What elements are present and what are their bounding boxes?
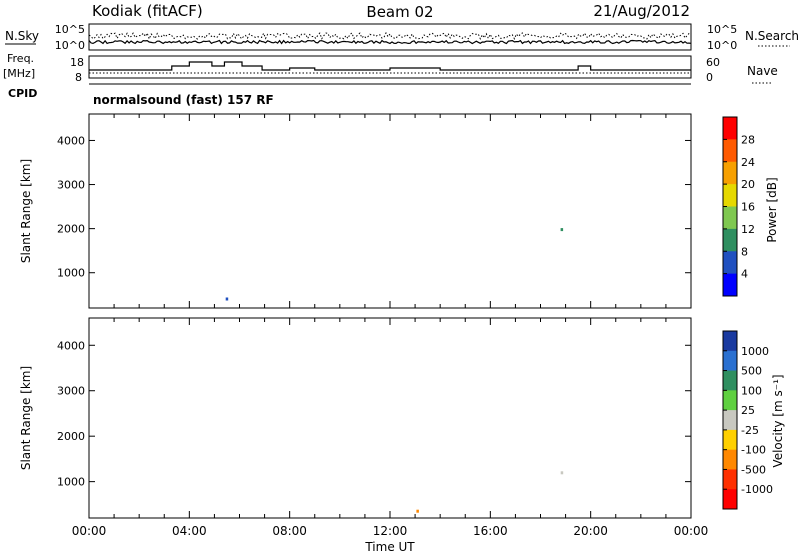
freq-label: Freq. — [7, 52, 34, 65]
colorbar-tick-label: 16 — [741, 201, 755, 214]
colorbar-frame — [722, 330, 738, 510]
freq-traces — [89, 61, 691, 74]
nsky-panel: N.Sky 10^5 10^0 10^5 10^0 N.Search — [5, 23, 799, 52]
y-tick-label: 3000 — [57, 385, 85, 398]
colorbar-swatch — [723, 390, 737, 411]
x-tick-label: 04:00 — [172, 524, 207, 538]
colorbar-tick-label: 20 — [741, 178, 755, 191]
colorbar-swatch — [723, 370, 737, 391]
power-frame — [88, 113, 692, 309]
nsearch-tick-top: 10^5 — [707, 23, 737, 36]
colorbar-tick-label: 12 — [741, 223, 755, 236]
beam-title: Beam 02 — [366, 3, 433, 21]
x-tick-label: 12:00 — [373, 524, 408, 538]
power-colorbar: 28 24 20 16 12 8 4 — [722, 116, 755, 297]
colorbar-swatch — [723, 273, 737, 297]
freq-tick-top: 18 — [70, 56, 84, 69]
colorbar-swatch — [723, 350, 737, 372]
cpid-label: CPID — [8, 87, 37, 100]
colorbar-swatch — [723, 429, 737, 451]
y-tick-label: 4000 — [57, 134, 85, 147]
colorbar-tick-label: -500 — [741, 463, 766, 476]
colorbar-tick-label: 100 — [741, 384, 762, 397]
nsky-trace — [88, 39, 692, 45]
velocity-colorbar-label: Velocity [m s⁻¹] — [771, 374, 785, 467]
colorbar-swatch — [723, 469, 737, 490]
range-cell — [416, 509, 419, 513]
x-tick-label: 08:00 — [272, 524, 307, 538]
colorbar-swatch — [723, 206, 737, 230]
colorbar-swatch — [723, 184, 737, 207]
power-colorbar-label: Power [dB] — [765, 177, 779, 242]
station-title: Kodiak (fitACF) — [92, 2, 203, 20]
colorbar-tick-label: -25 — [741, 424, 759, 437]
range-cell — [560, 228, 564, 232]
x-axis-label: Time UT — [364, 540, 415, 554]
y-tick-label: 2000 — [57, 223, 85, 236]
nsearch-label: N.Search — [745, 29, 799, 43]
colorbar-tick-label: -1000 — [741, 483, 773, 496]
nave-tick-top: 60 — [706, 56, 720, 69]
range-cell — [225, 297, 229, 301]
x-tick-label: 20:00 — [573, 524, 608, 538]
cpid-text: normalsound (fast) 157 RF — [93, 93, 274, 107]
power-panel: 1000 2000 3000 4000 Slant Range [km] 28 24 20… — [19, 113, 779, 309]
nsky-traces — [88, 31, 692, 45]
cpid-row: CPID normalsound (fast) 157 RF — [8, 83, 691, 107]
colorbar-tick-label: 1000 — [741, 345, 769, 358]
colorbar-tick-label: -100 — [741, 444, 766, 457]
y-tick-label: 1000 — [57, 476, 85, 489]
nave-label: Nave — [747, 64, 778, 78]
y-tick-label: 1000 — [57, 267, 85, 280]
nsky-tick-bottom: 10^0 — [55, 39, 85, 52]
colorbar-swatch — [723, 117, 737, 140]
velocity-y-ticks: 1000 2000 3000 4000 — [57, 339, 691, 489]
freq-panel: Freq. [MHz] 18 8 60 0 Nave — [3, 52, 778, 84]
velocity-panel: 1000 2000 3000 4000 00:00 04:00 08:00 12:00 16:… — [19, 317, 785, 538]
nsky-frame — [88, 23, 692, 51]
nsky-tick-top: 10^5 — [55, 23, 85, 36]
freq-tick-bottom: 8 — [75, 71, 82, 84]
velocity-ylabel: Slant Range [km] — [19, 366, 33, 470]
x-tick-label: 00:00 — [674, 524, 709, 538]
freq-unit: [MHz] — [3, 67, 35, 80]
freq-trace — [89, 61, 691, 71]
power-ylabel: Slant Range [km] — [19, 159, 33, 263]
x-tick-label: 00:00 — [72, 524, 107, 538]
colorbar-swatch — [723, 139, 737, 163]
velocity-scatter — [416, 471, 564, 513]
colorbar-tick-label: 500 — [741, 365, 762, 378]
y-tick-label: 3000 — [57, 179, 85, 192]
velocity-colorbar: 1000 500 100 25 -25 -100 -500 -1000 — [722, 330, 773, 510]
colorbar-tick-label: 4 — [741, 268, 748, 281]
colorbar-swatch — [723, 449, 737, 470]
nsearch-tick-bottom: 10^0 — [707, 39, 737, 52]
velocity-frame — [88, 317, 692, 519]
power-x-ticks — [88, 114, 692, 308]
colorbar-swatch — [723, 161, 737, 185]
colorbar-swatch — [723, 228, 737, 252]
y-tick-label: 2000 — [57, 430, 85, 443]
colorbar-tick-label: 24 — [741, 156, 755, 169]
colorbar-swatch — [723, 331, 737, 352]
nsky-label: N.Sky — [5, 29, 39, 43]
velocity-x-ticks: 00:00 04:00 08:00 12:00 16:00 20:00 00:00 — [72, 318, 709, 538]
colorbar-tick-label: 28 — [741, 133, 755, 146]
colorbar-tick-label: 25 — [741, 404, 755, 417]
range-cell — [560, 471, 564, 475]
power-scatter — [225, 228, 564, 301]
colorbar-tick-label: 8 — [741, 245, 748, 258]
nsearch-trace — [88, 31, 692, 41]
colorbar-swatch — [723, 489, 737, 510]
colorbar-swatch — [723, 410, 737, 431]
nave-tick-bottom: 0 — [706, 71, 713, 84]
y-tick-label: 4000 — [57, 339, 85, 352]
colorbar-swatch — [723, 251, 737, 275]
date-title: 21/Aug/2012 — [593, 2, 690, 20]
freq-frame — [88, 55, 692, 79]
x-tick-label: 16:00 — [473, 524, 508, 538]
power-y-ticks: 1000 2000 3000 4000 — [57, 134, 691, 280]
